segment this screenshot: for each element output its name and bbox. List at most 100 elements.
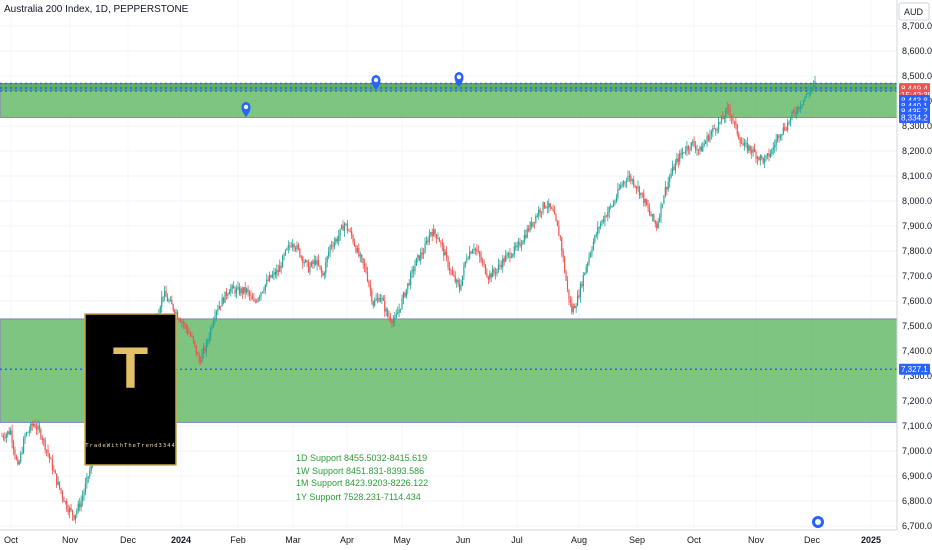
candle-body xyxy=(260,292,262,297)
candle-body xyxy=(297,244,300,249)
candle-body xyxy=(509,252,511,258)
candle-body xyxy=(539,209,541,213)
candle-body xyxy=(728,107,730,109)
candle-body xyxy=(410,272,412,285)
candle-body xyxy=(425,240,428,244)
candle-body xyxy=(797,106,799,114)
currency-box[interactable]: AUD xyxy=(898,2,930,21)
candle-body xyxy=(421,252,423,255)
candle-body xyxy=(658,217,661,222)
candle-body xyxy=(444,251,446,256)
candle-body xyxy=(717,122,720,130)
y-tick-label: 8,300.0 xyxy=(902,121,932,131)
candle-body xyxy=(549,203,551,208)
candle-body xyxy=(276,270,278,275)
candle-body xyxy=(35,427,38,430)
candle-body xyxy=(634,185,636,187)
candle-body xyxy=(482,261,484,263)
candle-body xyxy=(810,89,812,94)
candle-body xyxy=(179,319,182,323)
x-tick-label: Sep xyxy=(629,535,645,545)
candle-body xyxy=(592,241,595,250)
candle-body xyxy=(215,311,218,316)
candle-body xyxy=(631,179,633,181)
candle-body xyxy=(466,258,468,262)
candle-body xyxy=(768,153,770,157)
candle-body xyxy=(83,491,85,497)
candle-body xyxy=(654,220,656,224)
price-tag-label: 7,327.1 xyxy=(901,365,928,374)
candle-body xyxy=(264,284,266,291)
candle-body xyxy=(565,271,567,281)
candle-body xyxy=(359,254,361,257)
candle-body xyxy=(192,336,194,342)
candle-body xyxy=(290,246,292,248)
candle-body xyxy=(487,276,489,280)
candle-body xyxy=(664,187,666,196)
candle-body xyxy=(595,234,597,236)
candle-body xyxy=(2,436,5,438)
candle-body xyxy=(64,501,66,503)
candle-body xyxy=(559,235,561,238)
candle-body xyxy=(8,431,10,435)
candle-body xyxy=(11,430,13,443)
candle-body xyxy=(765,155,767,159)
candle-body xyxy=(624,181,626,183)
tradingview-logo-icon[interactable] xyxy=(812,516,824,528)
map-pin-icon[interactable] xyxy=(454,72,464,87)
candle-body xyxy=(176,312,179,319)
candle-body xyxy=(705,141,707,144)
candle-body xyxy=(579,283,582,298)
candle-body xyxy=(312,261,314,264)
candle-body xyxy=(798,106,800,109)
candle-body xyxy=(326,256,328,263)
candle-body xyxy=(168,300,170,302)
candle-body xyxy=(663,195,665,204)
map-pin-icon[interactable] xyxy=(241,102,251,117)
candle-body xyxy=(46,449,48,451)
candle-body xyxy=(687,146,689,150)
price-axis[interactable]: 6,700.0 6,800.0 6,900.0 7,000.0 7,100.0 7,200… xyxy=(896,0,932,550)
candle-body xyxy=(499,264,501,266)
candle-body xyxy=(464,261,466,267)
candle-body xyxy=(699,147,701,150)
candle-body xyxy=(716,129,718,131)
time-axis[interactable]: Oct Nov Dec 2024 Feb Mar Apr May Jun Jul Aug Sep Oct… xyxy=(0,529,897,545)
candle-body xyxy=(25,432,28,436)
candle-body xyxy=(446,251,448,257)
candle-body xyxy=(187,328,189,334)
candle-body xyxy=(43,439,45,441)
candle-body xyxy=(644,199,646,203)
candle-body xyxy=(428,234,430,243)
candle-body xyxy=(394,317,396,321)
candle-body xyxy=(769,154,771,157)
map-pin-icon[interactable] xyxy=(371,75,381,90)
candle-body xyxy=(166,297,169,302)
candle-body xyxy=(756,157,759,159)
candle-body xyxy=(500,265,502,268)
candle-body xyxy=(258,296,261,299)
candle-body xyxy=(674,162,677,171)
y-tick-label: 7,400.0 xyxy=(902,346,932,356)
candle-body xyxy=(184,323,186,325)
candle-body xyxy=(434,229,436,235)
candle-body xyxy=(535,215,537,223)
candle-body xyxy=(722,116,724,120)
candle-body xyxy=(673,166,675,171)
y-tick-label: 6,800.0 xyxy=(902,496,932,506)
candle-body xyxy=(748,145,750,151)
candle-body xyxy=(589,253,592,257)
candle-body xyxy=(713,127,715,129)
candle-body xyxy=(274,272,276,275)
support-notes: 1D Support 8455.5032-8415.619 1W Support… xyxy=(296,453,428,502)
candle-body xyxy=(199,361,202,363)
candle-body xyxy=(474,248,477,250)
candle-body xyxy=(22,439,25,453)
candle-body xyxy=(195,345,197,354)
event-markers[interactable] xyxy=(241,72,464,117)
candle-body xyxy=(10,430,12,435)
candle-body xyxy=(614,201,616,204)
candle-body xyxy=(538,209,540,216)
candle-body xyxy=(414,265,416,272)
